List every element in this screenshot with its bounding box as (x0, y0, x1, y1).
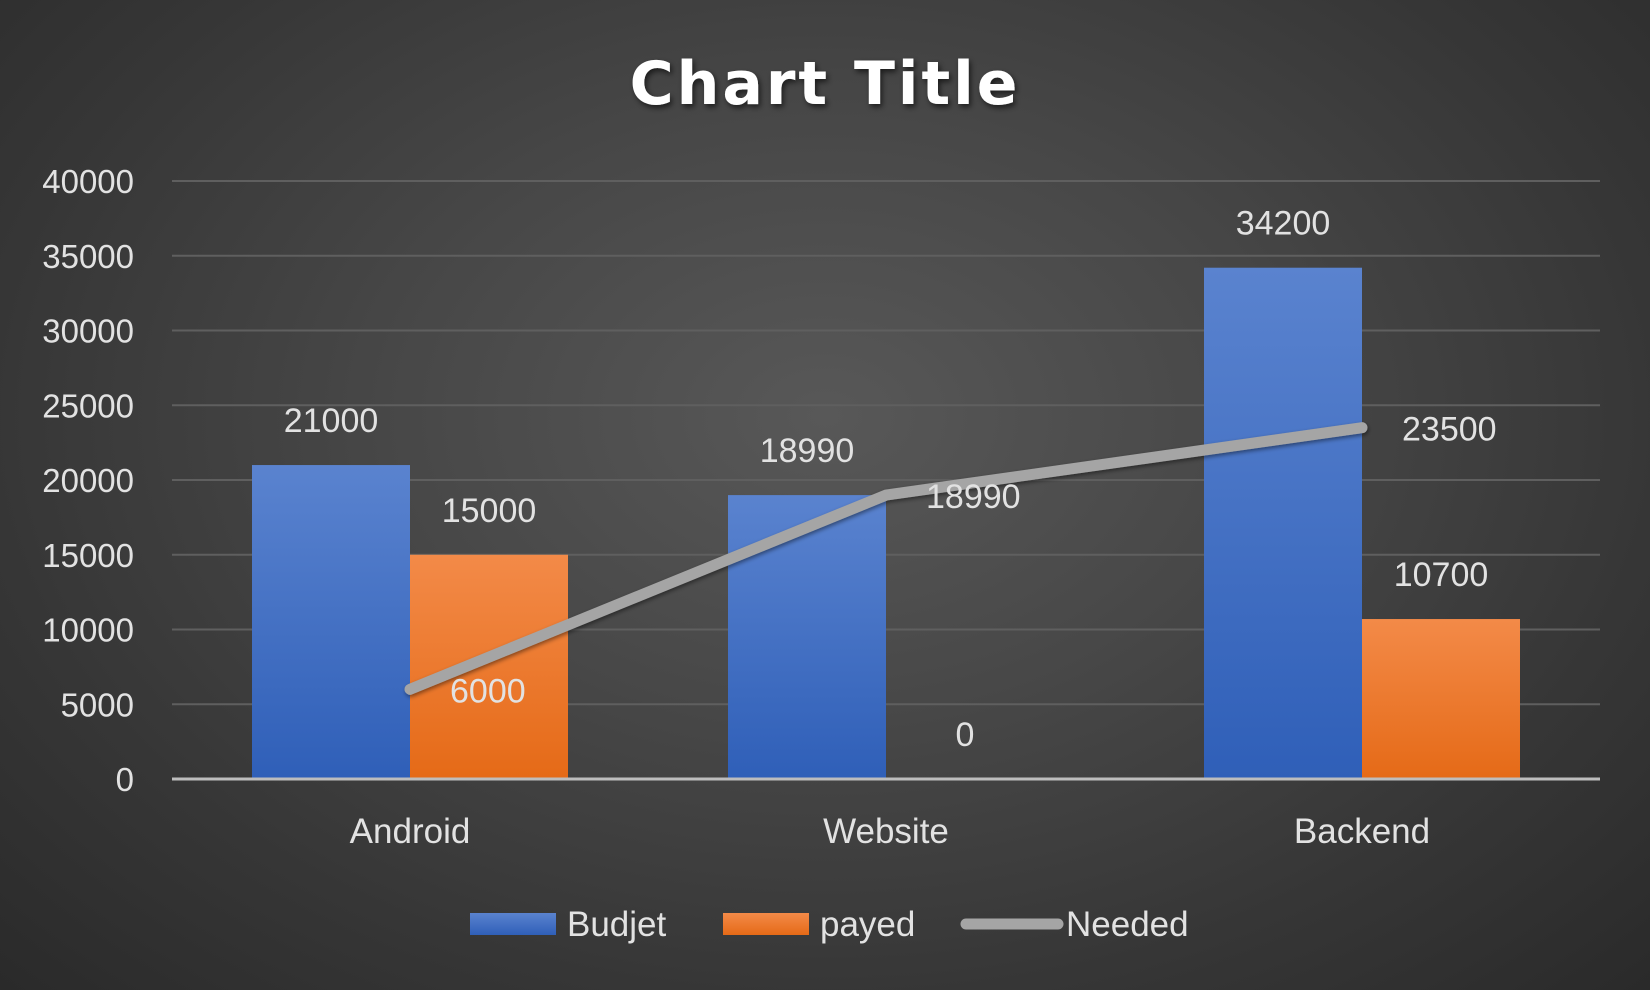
x-tick-label: Backend (1294, 812, 1430, 851)
y-tick-label: 5000 (61, 686, 134, 723)
needed-line-series (404, 422, 1368, 695)
bar-budjet (728, 495, 886, 779)
legend-label-payed: payed (820, 905, 915, 944)
chart-title: Chart Title (630, 49, 1021, 119)
y-tick-label: 30000 (42, 313, 134, 350)
y-tick-label: 15000 (42, 537, 134, 574)
data-label-payed: 0 (956, 716, 975, 754)
legend-item-payed: payed (723, 905, 915, 944)
data-label-needed: 6000 (450, 672, 526, 710)
data-labels: 21000 18990 34200 15000 0 10700 6000 18990 23500 (284, 205, 1497, 754)
legend-swatch-payed (723, 913, 809, 935)
legend-swatch-budjet (470, 913, 556, 935)
legend-label-budjet: Budjet (567, 905, 667, 944)
data-label-budjet: 18990 (760, 432, 855, 470)
bar-budjet (1204, 267, 1362, 779)
line-needed (404, 422, 1368, 695)
y-tick-label: 0 (116, 761, 134, 798)
y-axis-tick-labels: 0 5000 10000 15000 20000 25000 30000 35000 40000 (42, 163, 134, 798)
legend: Budjet payed Needed (470, 905, 1189, 944)
data-label-needed: 23500 (1402, 411, 1497, 449)
y-tick-label: 20000 (42, 462, 134, 499)
bar-payed (410, 554, 568, 779)
legend-label-needed: Needed (1066, 905, 1189, 944)
x-axis-tick-labels: Android Website Backend (350, 812, 1430, 851)
data-label-needed: 18990 (926, 478, 1021, 516)
data-label-budjet: 21000 (284, 402, 379, 440)
x-tick-label: Website (823, 812, 949, 851)
data-label-payed: 15000 (442, 492, 537, 530)
y-tick-label: 35000 (42, 238, 134, 275)
bars (252, 267, 1520, 779)
legend-item-needed: Needed (960, 905, 1189, 944)
bar-budjet (252, 465, 410, 779)
y-tick-label: 40000 (42, 163, 134, 200)
bar-payed (1362, 619, 1520, 779)
y-tick-label: 10000 (42, 612, 134, 649)
y-tick-label: 25000 (42, 387, 134, 424)
data-label-payed: 10700 (1394, 556, 1489, 594)
legend-item-budjet: Budjet (470, 905, 667, 944)
x-tick-label: Android (350, 812, 471, 851)
data-label-budjet: 34200 (1236, 205, 1331, 243)
